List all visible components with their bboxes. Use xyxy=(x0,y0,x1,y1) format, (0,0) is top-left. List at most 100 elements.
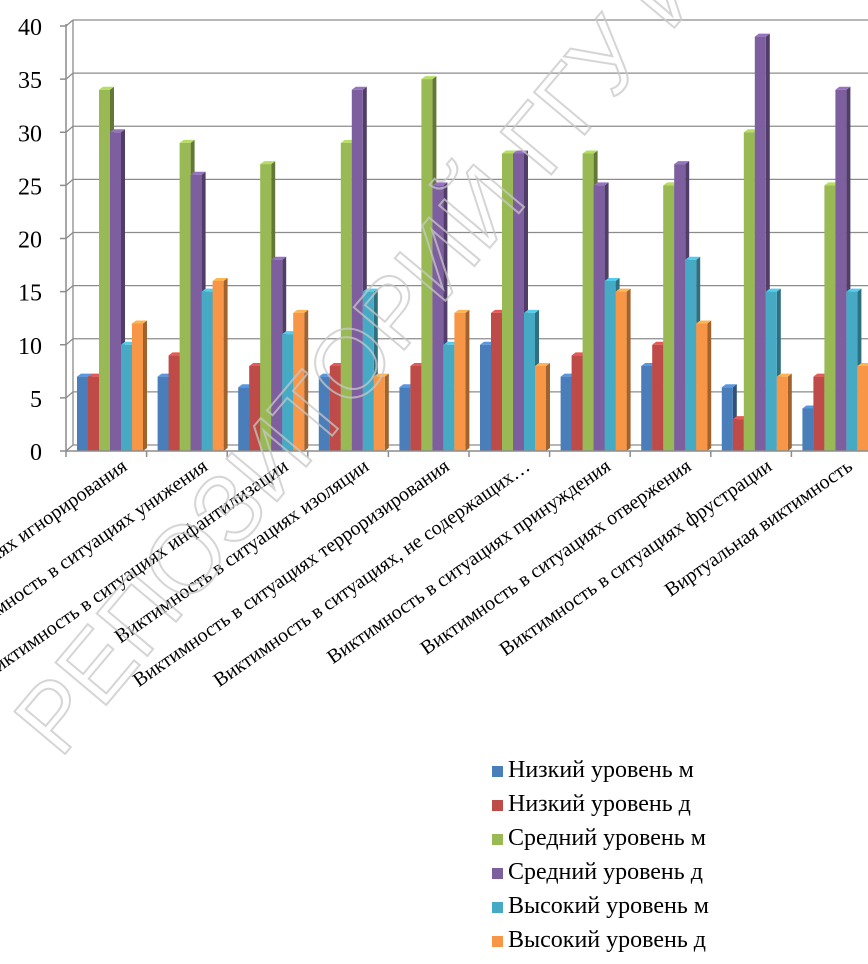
bar-front xyxy=(454,312,466,451)
bar-front xyxy=(813,376,825,451)
gridline-depth xyxy=(65,178,74,186)
bar-front xyxy=(340,142,352,451)
bar-front xyxy=(824,185,836,451)
bar-top xyxy=(857,363,868,366)
bar-front xyxy=(260,164,272,451)
gridline-depth xyxy=(65,391,74,399)
bar-front xyxy=(351,89,363,451)
bar-front xyxy=(802,408,814,451)
bar-front xyxy=(318,376,330,451)
bar-front xyxy=(835,89,847,451)
bar-front xyxy=(480,344,491,451)
bar-top xyxy=(513,150,528,154)
bar xyxy=(132,320,147,451)
gridline-depth xyxy=(65,338,74,346)
legend-label: Средний уровень д xyxy=(508,859,703,885)
bar-front xyxy=(399,387,411,451)
bar-top xyxy=(754,33,770,37)
bar-top xyxy=(776,373,792,377)
bar-front xyxy=(743,132,755,451)
bar-front xyxy=(754,36,766,451)
gridline-depth xyxy=(65,285,74,293)
bar xyxy=(373,373,389,451)
legend-swatch xyxy=(492,766,503,777)
bar-front xyxy=(238,387,250,451)
bar-front xyxy=(168,355,180,451)
legend-item: Низкий уровень д xyxy=(492,791,691,817)
bar-top xyxy=(190,171,206,175)
y-tick-labels: 0 5 10 15 20 25 30 35 40 xyxy=(18,15,42,466)
bar-top xyxy=(846,288,862,292)
bar-front xyxy=(491,312,502,451)
bar-top xyxy=(685,256,701,260)
axes xyxy=(60,24,868,457)
bar xyxy=(696,320,712,451)
gridline-depth xyxy=(65,232,74,239)
bar-top xyxy=(454,309,470,313)
bar-top xyxy=(260,161,276,165)
bar-side xyxy=(787,373,792,451)
legend-label: Низкий уровень м xyxy=(508,757,694,783)
bar-front xyxy=(513,153,524,451)
legend-swatch xyxy=(492,800,503,811)
bar xyxy=(212,278,228,451)
bar-top xyxy=(835,86,851,90)
legend-item: Низкий уровень м xyxy=(492,757,694,783)
bar-front xyxy=(674,164,686,451)
gridline-depth xyxy=(65,19,74,27)
bar-top xyxy=(615,288,631,292)
y-tick-label: 40 xyxy=(18,15,42,41)
bar-top xyxy=(604,278,620,281)
bar xyxy=(776,373,792,451)
bar-top xyxy=(179,139,195,143)
bar-front xyxy=(524,312,535,451)
bar-top xyxy=(674,161,690,165)
bar-front xyxy=(732,419,744,451)
y-tick-label: 10 xyxy=(18,334,42,360)
bar-top xyxy=(696,320,712,324)
bar-front xyxy=(615,291,627,451)
bar-front xyxy=(421,79,433,451)
bar-top xyxy=(721,384,737,388)
bar-front xyxy=(132,323,143,451)
gridline-depth xyxy=(65,125,74,133)
bar-front xyxy=(157,376,169,451)
bar-front xyxy=(410,366,422,451)
bar-front xyxy=(846,291,858,451)
bar-front xyxy=(721,387,733,451)
bar-top xyxy=(593,182,609,186)
bar-front xyxy=(502,153,513,451)
bar-front xyxy=(443,344,455,451)
y-tick-label: 30 xyxy=(18,121,42,147)
bar-front xyxy=(212,281,224,451)
y-tick-label: 5 xyxy=(30,387,42,413)
bar-front xyxy=(535,366,546,451)
bar-front xyxy=(121,344,132,451)
x-tick-labels: Виктимность в ситуациях игнорированияВик… xyxy=(0,455,857,692)
bar-front xyxy=(652,344,664,451)
y-tick-label: 35 xyxy=(18,68,42,94)
bar-front xyxy=(77,376,88,451)
bar-top xyxy=(77,373,92,377)
bar-side xyxy=(223,278,228,451)
bar xyxy=(615,288,631,451)
bar-top xyxy=(132,320,147,324)
bar-front xyxy=(696,323,708,451)
bar-top xyxy=(351,86,367,90)
legend-swatch xyxy=(492,902,503,913)
legend-item: Высокий уровень д xyxy=(492,927,706,953)
legend-label: Высокий уровень м xyxy=(508,893,709,919)
bar-front xyxy=(432,185,444,451)
bar-front xyxy=(329,366,341,451)
bar-front xyxy=(282,334,294,451)
legend-swatch xyxy=(492,834,503,845)
bar-side xyxy=(143,320,147,451)
bar-top xyxy=(765,288,781,292)
bar-top xyxy=(271,256,287,260)
bar-front xyxy=(373,376,385,451)
bar-side xyxy=(546,363,550,451)
bar-front xyxy=(190,174,202,451)
bar-front xyxy=(641,366,653,451)
bar-top xyxy=(293,309,309,313)
